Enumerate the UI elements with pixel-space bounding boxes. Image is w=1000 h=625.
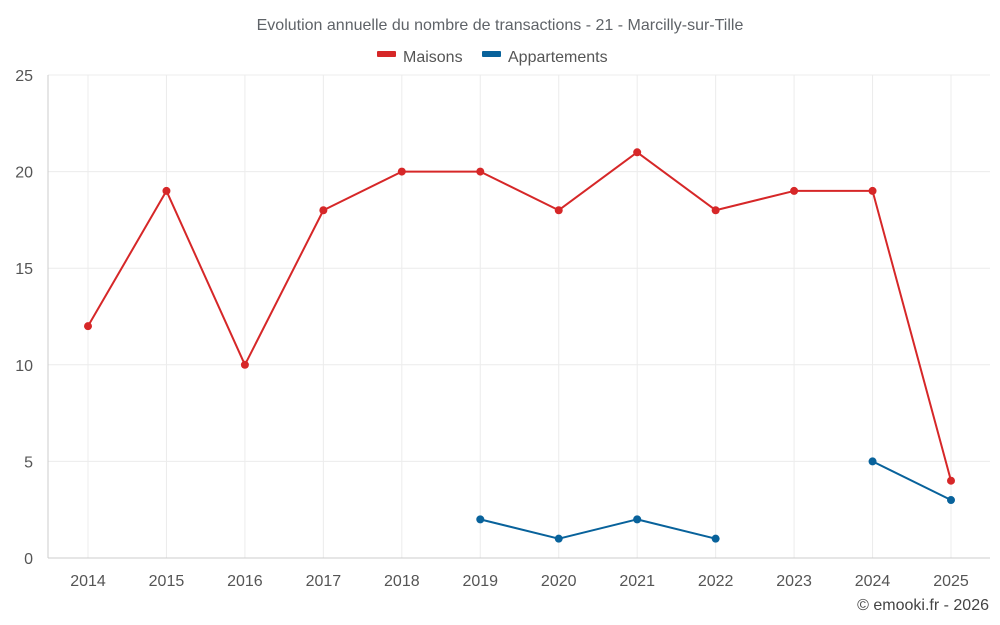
y-tick-label: 25 xyxy=(15,68,33,85)
grid xyxy=(48,74,990,559)
data-point[interactable] xyxy=(84,322,92,331)
x-tick-label: 2015 xyxy=(149,573,185,590)
x-tick-label: 2020 xyxy=(541,573,577,590)
data-point[interactable] xyxy=(790,186,799,195)
legend-label: Appartements xyxy=(508,49,608,66)
x-tick-label: 2014 xyxy=(70,573,106,590)
x-tick-label: 2019 xyxy=(462,573,498,590)
series-line-segment xyxy=(479,518,717,540)
data-point[interactable] xyxy=(476,167,485,176)
data-point[interactable] xyxy=(711,206,720,215)
data-point[interactable] xyxy=(162,186,171,195)
y-tick-label: 15 xyxy=(15,261,33,278)
x-tick-label: 2023 xyxy=(776,573,812,590)
legend-label: Maisons xyxy=(403,49,463,66)
series-line-segment xyxy=(871,460,952,502)
data-point[interactable] xyxy=(868,186,877,195)
legend-swatch xyxy=(377,51,396,57)
x-tick-label: 2022 xyxy=(698,573,734,590)
y-tick-label: 20 xyxy=(15,165,33,182)
chart-title: Evolution annuelle du nombre de transact… xyxy=(257,17,744,34)
data-point[interactable] xyxy=(397,167,406,176)
x-tick-label: 2018 xyxy=(384,573,420,590)
x-tick-label: 2016 xyxy=(227,573,263,590)
data-point[interactable] xyxy=(633,148,642,157)
data-point[interactable] xyxy=(633,515,642,524)
series-appartements xyxy=(476,457,955,543)
data-point[interactable] xyxy=(554,206,563,215)
legend: Maisons Appartements xyxy=(377,49,608,66)
data-point[interactable] xyxy=(554,534,563,543)
x-tick-label: 2017 xyxy=(306,573,342,590)
data-point[interactable] xyxy=(868,457,877,466)
copyright-text: © emooki.fr - 2026 xyxy=(857,597,989,614)
data-point[interactable] xyxy=(947,496,955,505)
y-tick-label: 10 xyxy=(15,358,33,375)
axes xyxy=(47,75,990,559)
data-point[interactable] xyxy=(476,515,485,524)
series-layer xyxy=(84,148,955,543)
x-tick-label: 2024 xyxy=(855,573,891,590)
series-maisons xyxy=(84,148,955,485)
legend-swatch xyxy=(482,51,501,57)
series-line-segment xyxy=(87,151,952,482)
y-tick-label: 0 xyxy=(24,551,33,568)
y-tick-label: 5 xyxy=(24,454,33,471)
legend-item-maisons: Maisons xyxy=(377,49,463,66)
x-tick-label: 2025 xyxy=(933,573,969,590)
data-point[interactable] xyxy=(240,360,249,369)
data-point[interactable] xyxy=(947,476,955,485)
data-point[interactable] xyxy=(319,206,328,215)
legend-item-appartements: Appartements xyxy=(482,49,608,66)
x-tick-label: 2021 xyxy=(619,573,655,590)
data-point[interactable] xyxy=(711,534,720,543)
